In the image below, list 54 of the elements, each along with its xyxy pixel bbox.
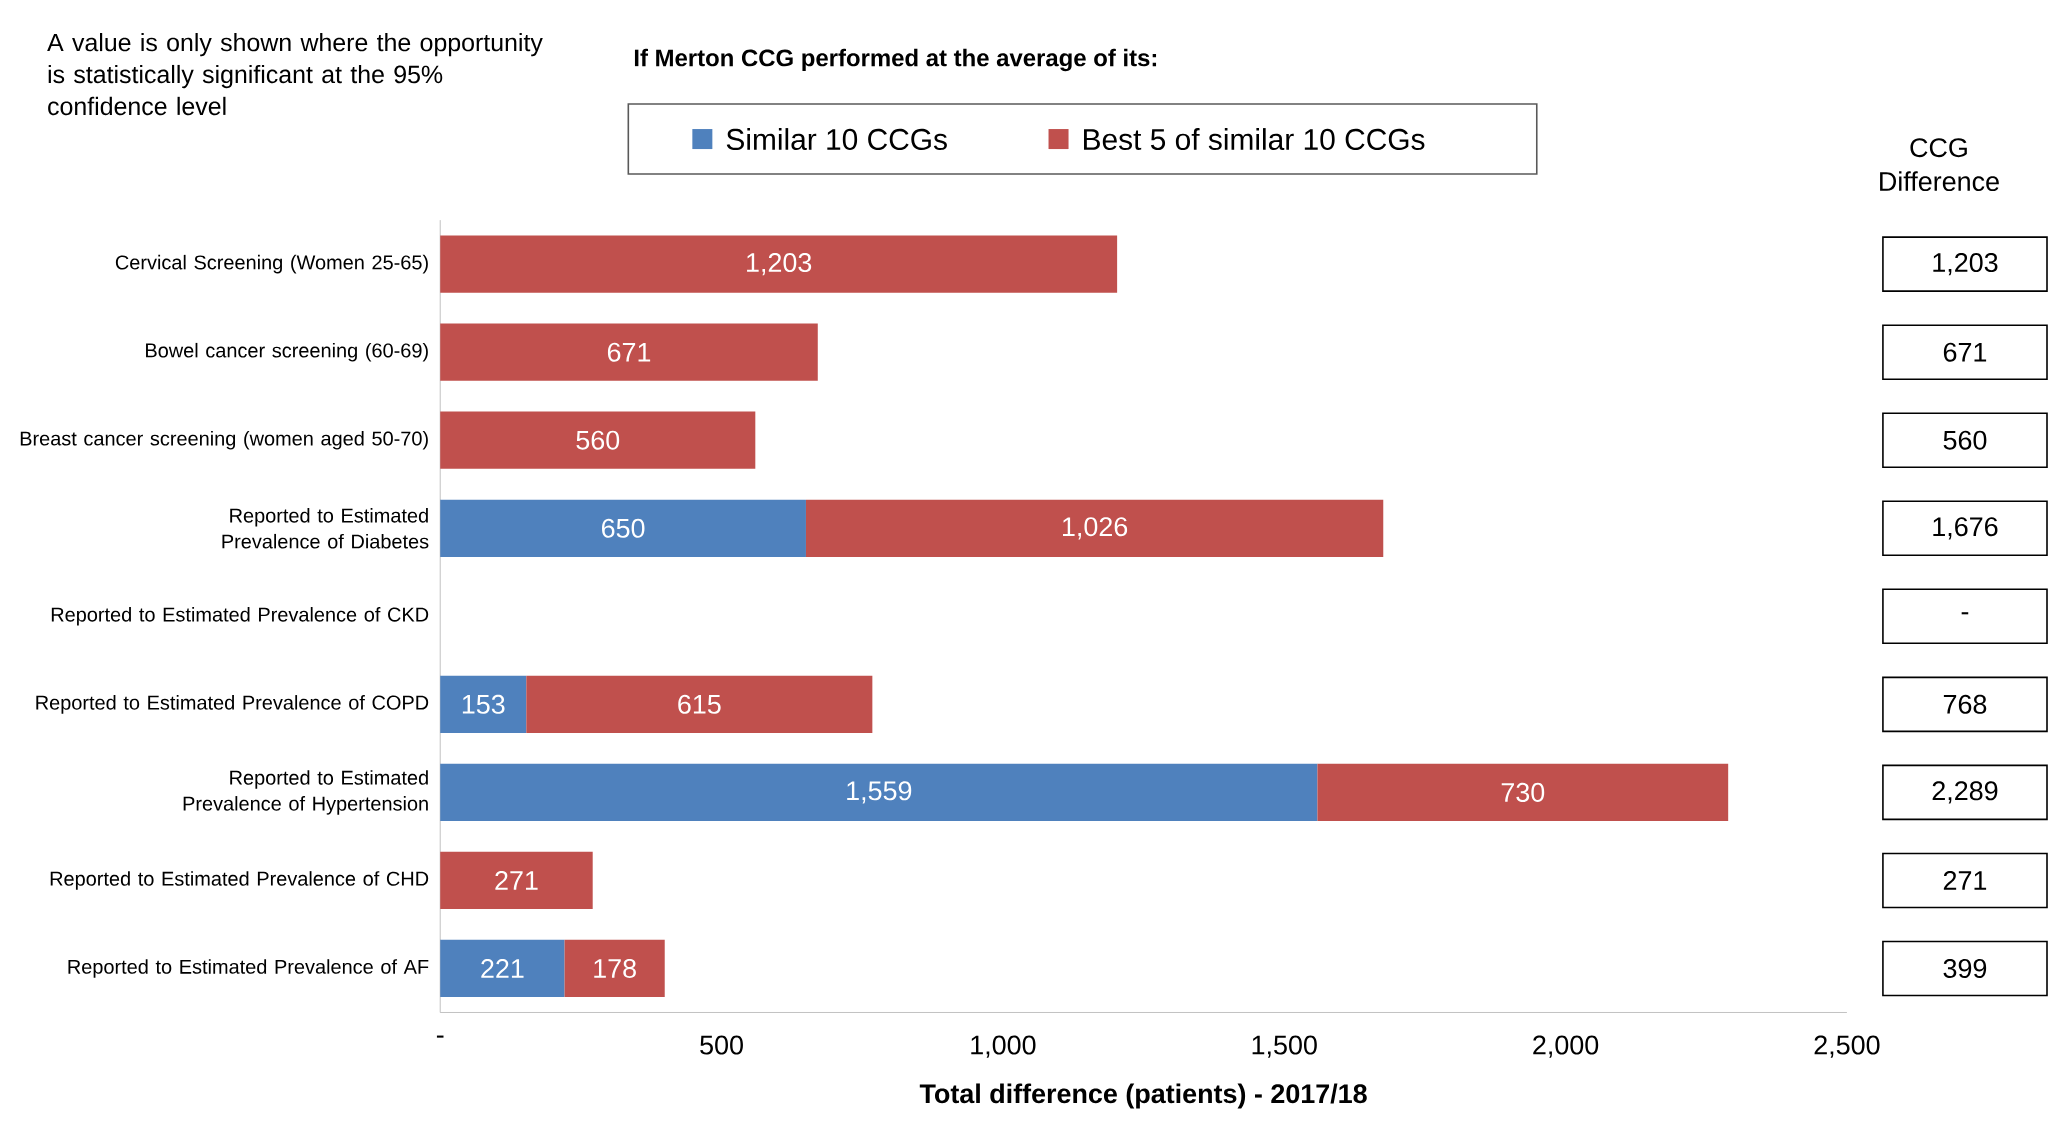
x-tick-label: 1,500 bbox=[1252, 1035, 1317, 1058]
y-tick-label: Reported to Estimated Prevalence of Diabetes bbox=[222, 508, 429, 549]
text: 560 bbox=[1943, 430, 1987, 450]
bar bbox=[440, 675, 527, 734]
data-label: 560 bbox=[576, 430, 620, 450]
bar bbox=[440, 499, 806, 558]
text: A value is only shown where the opportunity is statistically significant at the 95% confidence level bbox=[47, 33, 543, 116]
data-label: 153 bbox=[462, 695, 505, 715]
bar bbox=[564, 940, 665, 998]
text: 2,289 bbox=[1932, 781, 1998, 804]
bar bbox=[440, 411, 756, 470]
bar bbox=[440, 852, 593, 910]
bar bbox=[440, 323, 818, 382]
text: 271 bbox=[1943, 871, 1987, 891]
bar bbox=[440, 940, 565, 998]
text: 671 bbox=[1943, 342, 1987, 362]
data-label: 1,203 bbox=[747, 253, 812, 276]
bar bbox=[526, 675, 873, 734]
text: 768 bbox=[1943, 695, 1987, 715]
bar bbox=[805, 499, 1384, 558]
data-label: 271 bbox=[495, 871, 538, 891]
bar bbox=[1317, 764, 1729, 822]
data-label: 615 bbox=[678, 695, 721, 715]
x-tick-label: 2,000 bbox=[1533, 1035, 1599, 1058]
text: CCG Difference bbox=[1880, 138, 1999, 192]
bar bbox=[440, 235, 1118, 293]
y-tick-label: Reported to Estimated Prevalence of COPD bbox=[36, 695, 429, 714]
y-tick-label: Reported to Estimated Prevalence of AF bbox=[68, 959, 429, 978]
y-tick-label: Bowel cancer screening (60-69) bbox=[146, 343, 428, 362]
x-axis-title: Total difference (patients) - 2017/18 bbox=[919, 1083, 1367, 1109]
x-tick-label: 500 bbox=[700, 1035, 743, 1055]
y-tick-label: Reported to Estimated Prevalence of Hypertension bbox=[183, 770, 428, 815]
data-label: 730 bbox=[1501, 783, 1545, 803]
data-label: 1,026 bbox=[1063, 517, 1128, 540]
legend-label: Best 5 of similar 10 CCGs bbox=[1084, 128, 1425, 151]
text: 399 bbox=[1943, 959, 1987, 979]
y-tick-label: Breast cancer screening (women aged 50-70) bbox=[20, 431, 428, 450]
data-label: 671 bbox=[607, 342, 651, 362]
data-label: 650 bbox=[602, 518, 645, 539]
text: 1,203 bbox=[1933, 253, 1998, 276]
text: 1,676 bbox=[1933, 517, 1998, 540]
y-tick-label: Reported to Estimated Prevalence of CKD bbox=[51, 607, 429, 626]
data-label: 1,559 bbox=[847, 781, 912, 804]
y-tick-label: Cervical Screening (Women 25-65) bbox=[115, 255, 428, 274]
chart-title: If Merton CCG performed at the average of its: bbox=[634, 49, 1157, 72]
x-tick-label: - bbox=[436, 1035, 444, 1038]
bar bbox=[440, 764, 1318, 822]
text: - bbox=[1961, 612, 1969, 615]
legend-label: Similar 10 CCGs bbox=[726, 128, 947, 151]
x-tick-label: 1,000 bbox=[971, 1035, 1036, 1058]
data-label: 221 bbox=[481, 959, 524, 979]
x-tick-label: 2,500 bbox=[1814, 1035, 1880, 1058]
y-tick-label: Reported to Estimated Prevalence of CHD bbox=[50, 871, 429, 890]
data-label: 178 bbox=[594, 959, 636, 979]
